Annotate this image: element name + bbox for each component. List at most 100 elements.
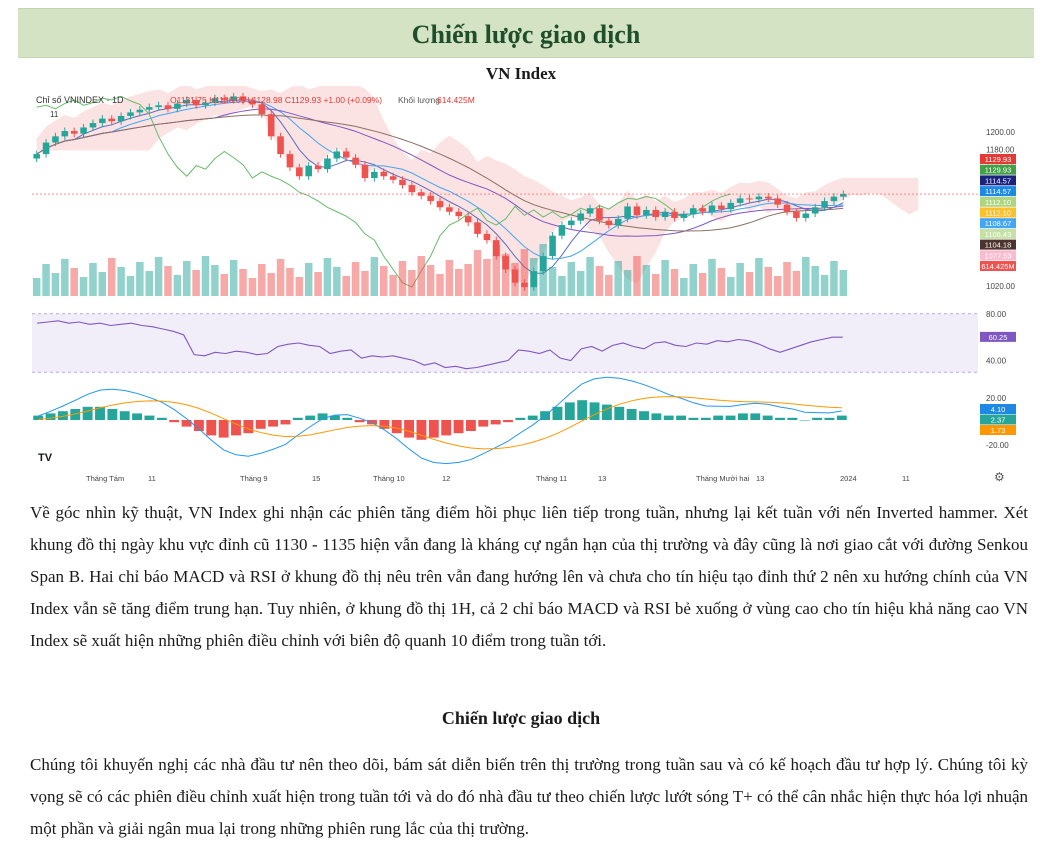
volume-bar	[623, 270, 632, 296]
price-label: 614.425M	[981, 262, 1014, 271]
candle-body	[192, 99, 200, 106]
price-label: 1104.18	[985, 241, 1012, 250]
candle-body	[549, 235, 556, 257]
volume-bar	[183, 261, 191, 296]
candle-body	[671, 211, 678, 218]
macd-histogram-bar	[577, 400, 588, 420]
volume-bar	[539, 244, 547, 296]
macd-histogram-bar	[144, 415, 155, 420]
page-title: Chiến lược giao dịch	[411, 20, 641, 49]
candle-body	[605, 220, 613, 226]
macd-histogram-bar	[82, 406, 93, 420]
candle-body	[52, 136, 59, 143]
macd-histogram-bar	[391, 420, 402, 434]
time-tick: 13	[756, 474, 764, 483]
ma-line-26	[36, 114, 844, 232]
volume-bar	[342, 276, 350, 296]
price-label: 1112.10	[985, 198, 1011, 207]
candle-body	[474, 222, 481, 234]
recommendation-paragraph: Chúng tôi khuyến nghị các nhà đầu tư nên…	[30, 755, 1028, 838]
volume-bar	[698, 273, 707, 296]
ichimoku-cloud	[36, 86, 919, 284]
macd-histogram-bar	[329, 415, 340, 420]
candle-body	[352, 157, 359, 165]
volume-bar	[107, 258, 116, 296]
price-label-bg	[980, 228, 1016, 239]
volume-bar	[258, 264, 266, 296]
price-tick: 1020.00	[986, 282, 1015, 291]
volume-bar	[276, 259, 285, 296]
candle-body	[258, 104, 266, 115]
macd-histogram-bar	[762, 415, 773, 420]
volume-bar	[436, 274, 444, 296]
volume-bar	[248, 278, 257, 296]
time-tick: 2024	[840, 474, 857, 483]
candle-body	[80, 127, 87, 134]
macd-histogram-bar	[379, 420, 390, 429]
rsi-band	[32, 313, 978, 373]
candle-body	[568, 220, 575, 226]
candle-body	[127, 112, 134, 116]
candle-body	[614, 218, 622, 226]
macd-histogram-bar	[404, 420, 415, 438]
macd-histogram-bar	[119, 411, 130, 420]
candle-body	[680, 214, 688, 218]
settings-icon[interactable]: ⚙	[994, 470, 1005, 484]
macd-histogram-bar	[775, 417, 785, 420]
macd-histogram-bar	[515, 417, 526, 420]
price-label-bg	[980, 196, 1016, 207]
volume-bar	[586, 257, 594, 296]
volume-bar	[530, 258, 538, 296]
volume-bar	[473, 250, 482, 296]
macd-histogram-bar	[737, 413, 748, 420]
price-label: 1106.43	[985, 230, 1012, 239]
volume-bar	[126, 276, 135, 296]
macd-histogram-bar	[750, 413, 761, 420]
volume-bar	[42, 264, 50, 296]
macd-histogram-bar	[453, 420, 464, 434]
candle-body	[736, 198, 744, 203]
volume-bar	[211, 265, 219, 296]
volume-bar	[295, 277, 304, 296]
macd-histogram-bar	[824, 417, 835, 420]
volume-bar	[633, 256, 641, 296]
volume-bar	[117, 267, 125, 296]
candle-body	[380, 171, 388, 177]
macd-histogram-bar	[70, 409, 81, 420]
price-axis: 1200.001180.001160.001020.001129.931129.…	[980, 128, 1016, 291]
macd-histogram-bar	[169, 420, 180, 423]
ichimoku-tag: 11	[50, 110, 59, 119]
candle-body	[174, 103, 181, 109]
volume-bar	[820, 275, 829, 296]
candle-body	[42, 142, 50, 155]
candle-body	[811, 207, 819, 214]
volume-bar	[642, 265, 651, 296]
volume-bar	[501, 254, 510, 296]
macd-histogram-bar	[552, 406, 563, 420]
volume-bar	[164, 266, 172, 296]
candle-body	[830, 196, 838, 202]
time-tick: Tháng 10	[373, 474, 405, 483]
time-tick: Tháng 11	[536, 474, 567, 483]
macd-histogram-bar	[799, 420, 810, 421]
macd-histogram-bar	[206, 420, 217, 436]
ma-line-9	[36, 100, 844, 260]
candle-body	[296, 167, 303, 177]
candle-body	[324, 158, 331, 170]
volume-bar	[605, 275, 613, 296]
candle-body	[361, 164, 369, 179]
chart-ohlc: O1131.75 H1136.05 L1128.98 C1129.93 +1.0…	[170, 95, 382, 105]
volume-bar	[173, 275, 182, 296]
macd-value-bg	[980, 414, 1016, 425]
volume-bar	[370, 257, 379, 296]
candle-body	[249, 100, 256, 105]
candle-body	[267, 114, 275, 137]
price-label: 1077.53	[984, 251, 1011, 260]
rsi-value: 60.25	[989, 333, 1008, 342]
candle-body	[164, 105, 172, 109]
macd-histogram-bar	[428, 420, 439, 438]
macd-histogram-bar	[527, 415, 538, 420]
candle-body	[436, 201, 444, 208]
macd-histogram-bar	[503, 420, 513, 423]
candle-body	[70, 131, 78, 134]
